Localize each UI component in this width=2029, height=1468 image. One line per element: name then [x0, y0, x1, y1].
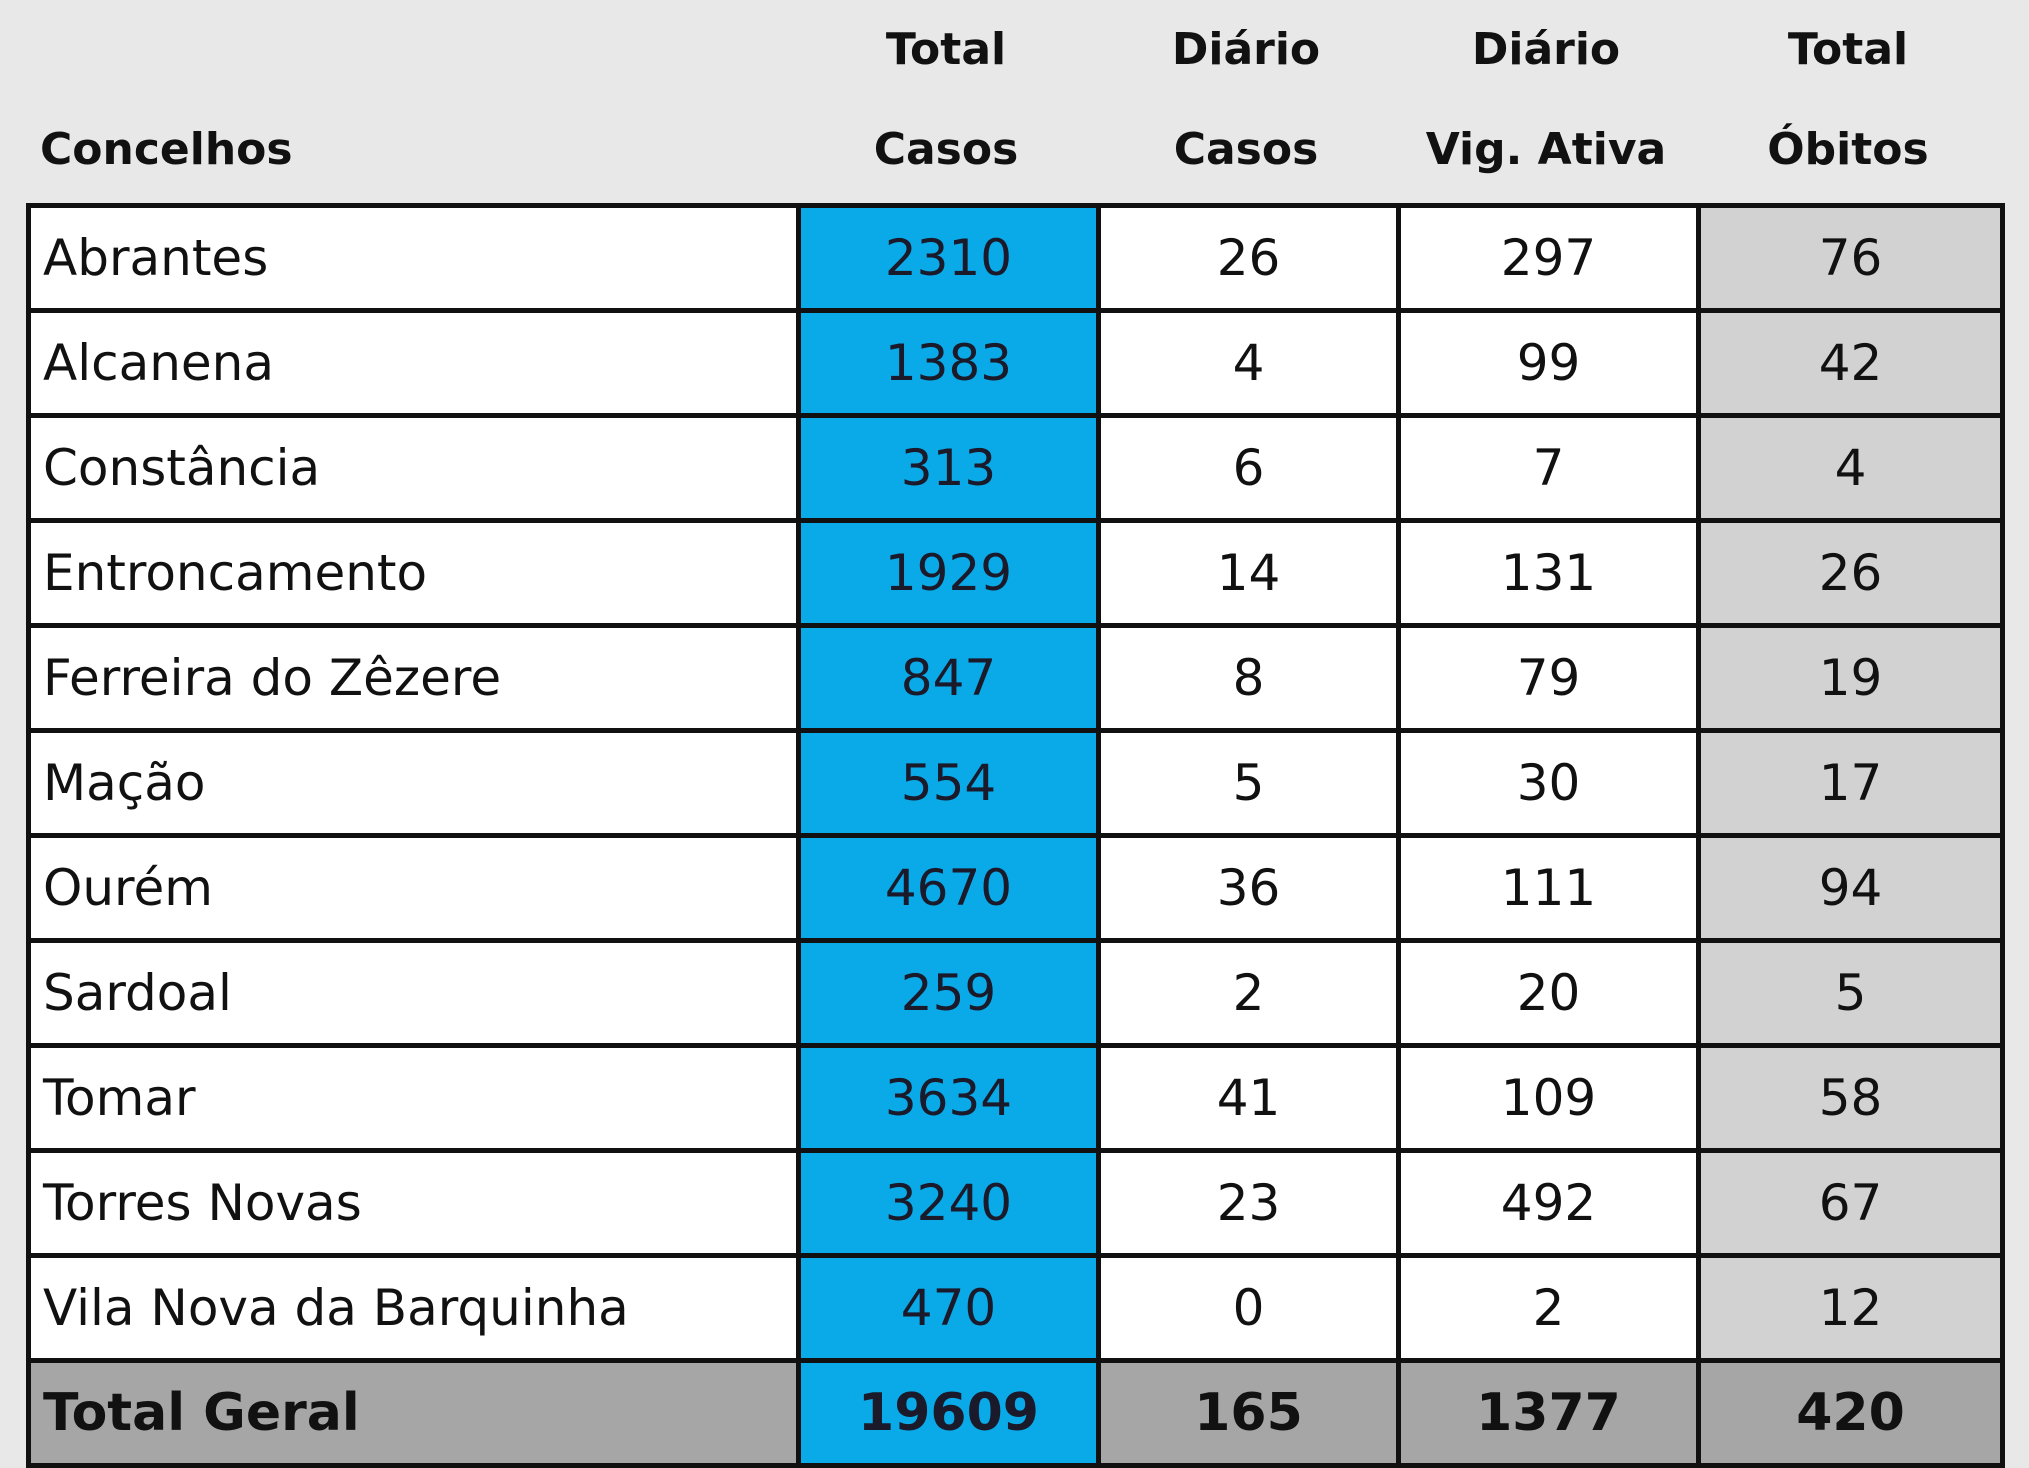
- table-body: Abrantes 2310 26 297 76 Alcanena 1383 4 99 42 Cons…: [26, 203, 2005, 1468]
- header-concelhos-label: Concelhos: [40, 124, 293, 175]
- cell-diario-casos: 5: [1096, 728, 1401, 838]
- cell-diario-vig-ativa: 109: [1396, 1043, 1701, 1153]
- header-total-obitos: Total Óbitos: [1696, 0, 2000, 205]
- table-row: Sardoal 259 2 20 5: [26, 938, 2005, 1048]
- header-diario-casos-line1: Diário: [1171, 24, 1321, 75]
- cell-diario-casos: 41: [1096, 1043, 1401, 1153]
- table-row: Mação 554 5 30 17: [26, 728, 2005, 838]
- cell-diario-vig-ativa: 79: [1396, 623, 1701, 733]
- cell-diario-casos: 26: [1096, 203, 1401, 313]
- cell-diario-vig-ativa: 492: [1396, 1148, 1701, 1258]
- table-header: Concelhos Total Casos Diário Casos Diári…: [26, 0, 2000, 205]
- cell-diario-casos: 14: [1096, 518, 1401, 628]
- table-row: Ourém 4670 36 111 94: [26, 833, 2005, 943]
- cell-total-casos: 3240: [796, 1148, 1101, 1258]
- header-diario-vig-ativa-line2: Vig. Ativa: [1425, 124, 1667, 175]
- cell-total-obitos: 67: [1696, 1148, 2005, 1258]
- total-cell-diario-vig-ativa: 1377: [1396, 1358, 1701, 1468]
- cell-concelho: Ourém: [26, 833, 801, 943]
- cell-diario-vig-ativa: 99: [1396, 308, 1701, 418]
- cell-concelho: Sardoal: [26, 938, 801, 1048]
- cell-concelho: Ferreira do Zêzere: [26, 623, 801, 733]
- cell-total-obitos: 17: [1696, 728, 2005, 838]
- cell-diario-vig-ativa: 2: [1396, 1253, 1701, 1363]
- cell-concelho: Alcanena: [26, 308, 801, 418]
- total-cell-diario-casos: 165: [1096, 1358, 1401, 1468]
- cell-diario-casos: 8: [1096, 623, 1401, 733]
- table-row: Constância 313 6 7 4: [26, 413, 2005, 523]
- header-diario-casos-line2: Casos: [1173, 124, 1319, 175]
- cell-total-obitos: 4: [1696, 413, 2005, 523]
- cell-diario-casos: 4: [1096, 308, 1401, 418]
- cell-total-obitos: 42: [1696, 308, 2005, 418]
- cell-concelho: Tomar: [26, 1043, 801, 1153]
- table-row: Vila Nova da Barquinha 470 0 2 12: [26, 1253, 2005, 1363]
- cell-total-casos: 4670: [796, 833, 1101, 943]
- header-diario-vig-ativa-line1: Diário: [1471, 24, 1621, 75]
- cell-diario-vig-ativa: 30: [1396, 728, 1701, 838]
- cell-diario-vig-ativa: 131: [1396, 518, 1701, 628]
- cell-diario-casos: 36: [1096, 833, 1401, 943]
- table-row: Alcanena 1383 4 99 42: [26, 308, 2005, 418]
- total-cell-concelho: Total Geral: [26, 1358, 801, 1468]
- header-total-casos-line2: Casos: [873, 124, 1019, 175]
- cell-total-obitos: 94: [1696, 833, 2005, 943]
- header-total-obitos-line2: Óbitos: [1767, 124, 1929, 175]
- total-geral-row: Total Geral 19609 165 1377 420: [26, 1358, 2005, 1468]
- table-row: Entroncamento 1929 14 131 26: [26, 518, 2005, 628]
- cell-concelho: Torres Novas: [26, 1148, 801, 1258]
- table-row: Abrantes 2310 26 297 76: [26, 203, 2005, 313]
- cell-total-casos: 554: [796, 728, 1101, 838]
- table-row: Torres Novas 3240 23 492 67: [26, 1148, 2005, 1258]
- cell-diario-casos: 2: [1096, 938, 1401, 1048]
- cell-total-obitos: 12: [1696, 1253, 2005, 1363]
- cell-diario-casos: 23: [1096, 1148, 1401, 1258]
- cell-total-casos: 3634: [796, 1043, 1101, 1153]
- cell-total-casos: 847: [796, 623, 1101, 733]
- cell-total-obitos: 19: [1696, 623, 2005, 733]
- cell-total-obitos: 76: [1696, 203, 2005, 313]
- cell-concelho: Mação: [26, 728, 801, 838]
- cell-diario-casos: 0: [1096, 1253, 1401, 1363]
- cell-total-casos: 2310: [796, 203, 1101, 313]
- cell-total-casos: 1929: [796, 518, 1101, 628]
- cell-diario-vig-ativa: 111: [1396, 833, 1701, 943]
- cell-diario-vig-ativa: 7: [1396, 413, 1701, 523]
- cell-total-casos: 259: [796, 938, 1101, 1048]
- cell-concelho: Abrantes: [26, 203, 801, 313]
- cell-concelho: Entroncamento: [26, 518, 801, 628]
- table-row: Ferreira do Zêzere 847 8 79 19: [26, 623, 2005, 733]
- total-cell-total-casos: 19609: [796, 1358, 1101, 1468]
- cell-total-casos: 313: [796, 413, 1101, 523]
- header-total-casos-line1: Total: [885, 24, 1007, 75]
- header-diario-vig-ativa: Diário Vig. Ativa: [1396, 0, 1696, 205]
- cell-concelho: Vila Nova da Barquinha: [26, 1253, 801, 1363]
- cell-total-casos: 470: [796, 1253, 1101, 1363]
- cell-total-obitos: 58: [1696, 1043, 2005, 1153]
- total-cell-total-obitos: 420: [1696, 1358, 2005, 1468]
- cell-total-casos: 1383: [796, 308, 1101, 418]
- cell-diario-vig-ativa: 20: [1396, 938, 1701, 1048]
- header-diario-casos: Diário Casos: [1096, 0, 1396, 205]
- header-concelhos: Concelhos: [26, 0, 810, 205]
- header-total-obitos-line1: Total: [1787, 24, 1909, 75]
- cell-total-obitos: 5: [1696, 938, 2005, 1048]
- cell-diario-vig-ativa: 297: [1396, 203, 1701, 313]
- cell-diario-casos: 6: [1096, 413, 1401, 523]
- cell-concelho: Constância: [26, 413, 801, 523]
- cell-total-obitos: 26: [1696, 518, 2005, 628]
- data-table: Abrantes 2310 26 297 76 Alcanena 1383 4 99 42 Cons…: [26, 203, 2005, 1468]
- table-row: Tomar 3634 41 109 58: [26, 1043, 2005, 1153]
- header-total-casos: Total Casos: [796, 0, 1096, 205]
